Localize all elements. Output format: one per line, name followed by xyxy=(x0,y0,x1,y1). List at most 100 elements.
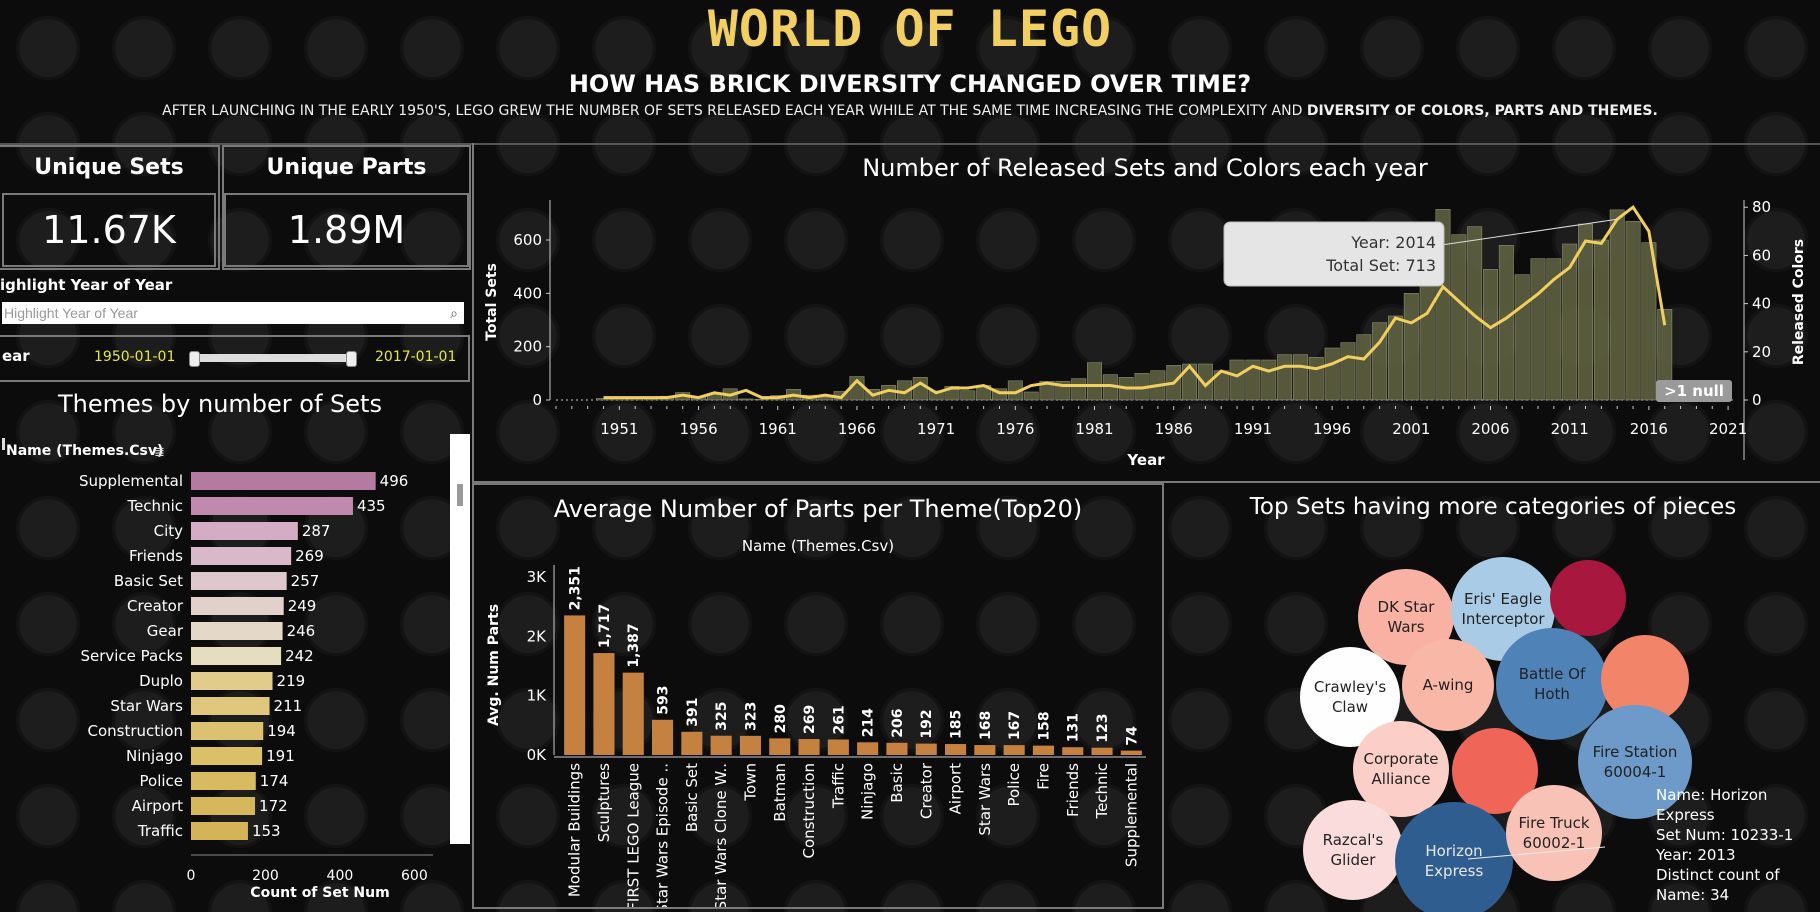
bubble-label: A-wing xyxy=(1423,676,1474,694)
kpi-value-box: 11.67K xyxy=(2,193,216,267)
sets-x-tick: 2021 xyxy=(1709,420,1747,438)
theme-value: 191 xyxy=(266,747,295,765)
tooltip-total-label: Total Set: xyxy=(1325,256,1405,275)
themes-x-tick: 400 xyxy=(327,868,354,884)
sets-x-tick: 1996 xyxy=(1313,420,1351,438)
parts-y-tick: 2K xyxy=(527,627,548,645)
sets-y2-tick: 20 xyxy=(1752,343,1771,361)
highlight-year-input[interactable]: Highlight Year of Year ⌕ xyxy=(2,302,464,324)
parts-category-label: Modular Buildings xyxy=(566,763,584,897)
sets-bar xyxy=(1308,357,1324,401)
theme-label: Duplo xyxy=(139,672,183,690)
bubble-tooltip-pointer xyxy=(1467,846,1606,860)
parts-y-tick: 3K xyxy=(527,568,548,586)
theme-value: 194 xyxy=(267,722,296,740)
theme-bar xyxy=(191,547,292,565)
sets-x-tick: 1991 xyxy=(1234,420,1272,438)
parts-chart: 0K 1K 2K 3K Avg. Num Parts 2,351 Modular Build… xyxy=(486,565,1146,907)
theme-value: 174 xyxy=(260,772,289,790)
parts-value-label: 214 xyxy=(861,708,877,737)
sets-bar xyxy=(1182,363,1198,401)
theme-value: 287 xyxy=(302,522,331,540)
tooltip-total: Total Set: 713 xyxy=(1325,256,1436,275)
parts-category-label: Construction xyxy=(800,763,818,859)
sets-bar xyxy=(738,398,754,401)
sets-bar xyxy=(1039,381,1055,401)
tooltip-year: Year: 2014 xyxy=(1350,233,1436,252)
parts-bar xyxy=(974,745,996,755)
sets-bar xyxy=(1197,363,1213,401)
parts-bar xyxy=(915,743,937,755)
parts-value-label: 74 xyxy=(1124,726,1140,746)
sets-bar xyxy=(928,390,944,401)
bubble-label: Corporate xyxy=(1364,750,1439,768)
theme-value: 153 xyxy=(252,822,281,840)
bubble-chart: DK Star Wars Eris' Eagle Interceptor Crawley… xyxy=(1300,557,1793,912)
theme-label: Basic Set xyxy=(114,572,183,590)
parts-bar xyxy=(1120,750,1142,755)
sets-colors-panel xyxy=(472,143,1820,483)
bubble xyxy=(1303,800,1403,900)
bubble-tooltip-line: Year: 2013 xyxy=(1655,846,1736,864)
theme-label: Airport xyxy=(132,797,183,815)
parts-category-label: Star Wars Clone W.. xyxy=(712,763,730,907)
sets-bar xyxy=(1530,258,1546,401)
sets-x-tick: 1981 xyxy=(1075,420,1113,438)
sets-bar xyxy=(1261,359,1277,401)
null-badge xyxy=(1656,380,1732,402)
sets-y-tick: 0 xyxy=(532,391,542,409)
slider-handle-end[interactable] xyxy=(346,351,357,367)
description-text: AFTER LAUNCHING IN THE EARLY 1950'S, LEG… xyxy=(162,103,1307,119)
sets-bar xyxy=(960,390,976,401)
year-range-slider[interactable] xyxy=(189,351,357,367)
bubbles-title: Top Sets having more categories of piece… xyxy=(1249,494,1737,520)
kpi-value: 1.89M xyxy=(287,208,406,252)
parts-bar xyxy=(1032,745,1054,755)
sets-bar xyxy=(1071,378,1087,401)
theme-value: 496 xyxy=(380,472,409,490)
bubble-label: Interceptor xyxy=(1461,610,1545,628)
slider-handle-start[interactable] xyxy=(189,351,200,367)
parts-bar xyxy=(798,739,820,755)
sets-y-tick: 200 xyxy=(513,338,542,356)
description-bold: DIVERSITY OF COLORS, PARTS AND THEMES. xyxy=(1306,103,1658,119)
sort-icon: ≣ xyxy=(154,445,165,460)
kpi-unique-sets: Unique Sets 11.67K xyxy=(0,145,220,270)
parts-category-label: Traffic xyxy=(829,763,847,809)
parts-value-label: 158 xyxy=(1036,711,1052,740)
parts-y-tick: 0K xyxy=(527,746,548,764)
bubble-label: Razcal's xyxy=(1323,831,1384,849)
bubble xyxy=(1402,639,1494,731)
bubble-label: Crawley's xyxy=(1314,678,1386,696)
sets-bar xyxy=(1229,359,1245,401)
bubble-label: Fire Truck xyxy=(1518,814,1589,832)
sets-x-tick: 1986 xyxy=(1155,420,1193,438)
parts-bar xyxy=(681,731,703,755)
parts-category-label: Sculptures xyxy=(595,763,613,842)
sets-bar xyxy=(1483,269,1498,401)
parts-bar xyxy=(739,735,761,755)
parts-category-label: Ninjago xyxy=(859,763,877,820)
parts-category-label: Creator xyxy=(917,762,935,819)
bubble xyxy=(1300,647,1400,747)
sets-x-tick: 2011 xyxy=(1551,420,1589,438)
sets-bar xyxy=(1641,242,1657,401)
sets-bar xyxy=(912,377,928,401)
theme-value: 435 xyxy=(357,497,386,515)
parts-value-label: 185 xyxy=(949,710,965,739)
bubble-tooltip-line: Set Num: 10233-1 xyxy=(1656,826,1793,844)
theme-label: Supplemental xyxy=(79,472,183,490)
sets-y2-tick: 0 xyxy=(1752,391,1762,409)
tooltip-pointer xyxy=(1427,218,1618,248)
sets-bar xyxy=(992,388,1007,401)
parts-value-label: 168 xyxy=(978,711,994,740)
sets-y-tick: 400 xyxy=(513,284,542,302)
parts-value-label: 131 xyxy=(1066,713,1082,742)
parts-value-label: 2,351 xyxy=(568,566,584,610)
parts-category-label: FIRST LEGO League xyxy=(624,763,642,907)
dashboard-subtitle: HOW HAS BRICK DIVERSITY CHANGED OVER TIM… xyxy=(568,70,1252,98)
sets-x-tick: 2006 xyxy=(1471,420,1509,438)
theme-value: 249 xyxy=(288,597,317,615)
sets-x-tick: 1951 xyxy=(600,420,638,438)
theme-value: 219 xyxy=(277,672,306,690)
